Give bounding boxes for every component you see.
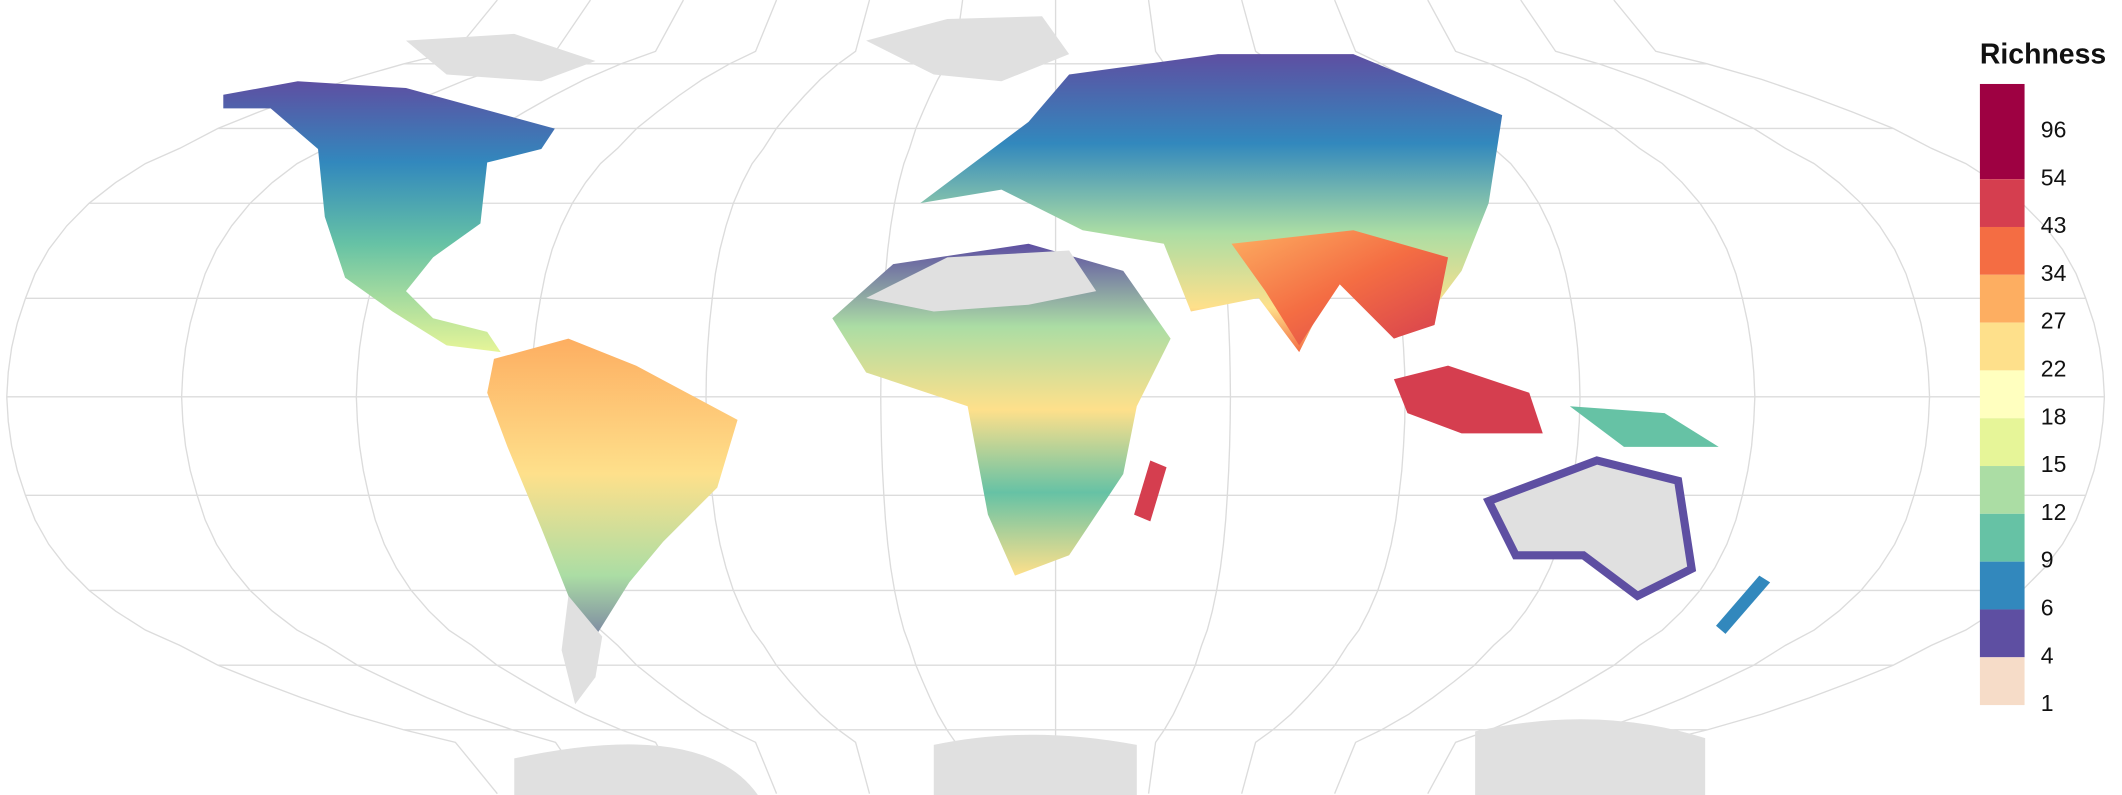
legend-swatch xyxy=(1979,561,2025,610)
legend-swatch xyxy=(1979,322,2025,371)
legend-swatch xyxy=(1979,418,2025,467)
meridian xyxy=(705,0,871,794)
legend-swatch xyxy=(1979,609,2025,658)
sahara xyxy=(866,250,1097,312)
legend-label: 18 xyxy=(2041,403,2067,429)
legend-label: 54 xyxy=(2041,164,2067,190)
arctic-islands xyxy=(405,33,596,82)
south-america xyxy=(487,338,738,678)
antarctica xyxy=(514,719,1706,795)
new-guinea xyxy=(1569,406,1719,447)
legend-label: 15 xyxy=(2041,451,2067,477)
legend-label: 43 xyxy=(2041,212,2067,238)
meridian xyxy=(880,0,964,794)
legend-label: 27 xyxy=(2041,308,2067,334)
patagonia xyxy=(561,595,603,705)
legend-title: Richness xyxy=(1980,39,2106,71)
meridian xyxy=(1613,0,2106,795)
australia xyxy=(1482,456,1697,601)
legend-swatch xyxy=(1979,179,2025,227)
africa xyxy=(832,243,1171,576)
legend-label: 12 xyxy=(2041,499,2067,525)
legend-label: 34 xyxy=(2041,260,2067,286)
legend-label: 4 xyxy=(2041,642,2054,668)
meridian xyxy=(1427,0,1756,794)
legend-swatch xyxy=(1979,466,2025,514)
legend-label: 1 xyxy=(2041,690,2054,716)
south-asia xyxy=(1231,230,1449,346)
madagascar xyxy=(1134,460,1167,522)
greenland xyxy=(866,16,1070,82)
north-america xyxy=(223,81,555,353)
meridian xyxy=(6,0,498,795)
meridian xyxy=(1520,0,1931,795)
legend-label: 6 xyxy=(2041,595,2054,621)
legend-swatch xyxy=(1979,657,2025,706)
legend-swatch xyxy=(1979,83,2025,180)
legend-swatch xyxy=(1979,370,2025,419)
new-zealand xyxy=(1716,575,1771,634)
legend-swatch xyxy=(1979,513,2025,562)
legend-label: 96 xyxy=(2041,116,2067,142)
legend-label: 22 xyxy=(2041,355,2067,381)
legend-swatch xyxy=(1979,274,2025,323)
southeast-asia xyxy=(1393,365,1543,434)
legend-label: 9 xyxy=(2041,547,2054,573)
legend-swatch xyxy=(1979,226,2025,275)
land xyxy=(223,16,1771,795)
